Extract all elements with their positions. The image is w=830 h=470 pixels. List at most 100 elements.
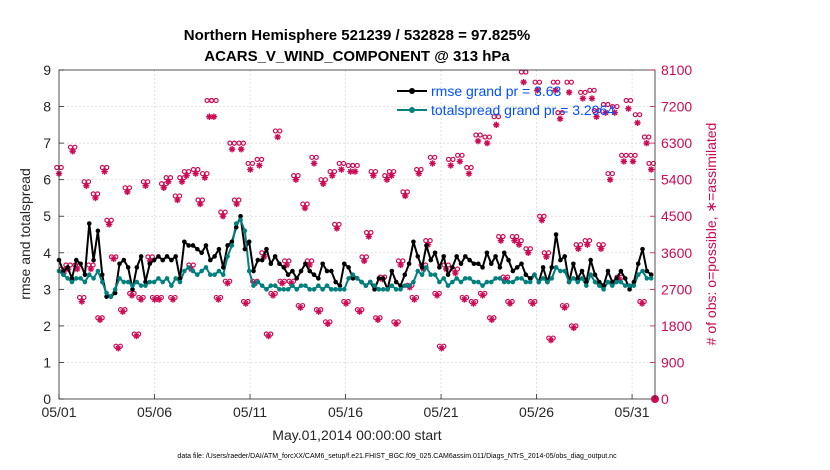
y-left-tick-label: 6 <box>43 172 51 188</box>
rmse-point <box>506 257 511 263</box>
obs-assimilated-point <box>320 180 327 187</box>
x-tick-label: 05/31 <box>615 404 650 420</box>
rmse-point <box>523 272 529 278</box>
totalspread-point <box>545 279 550 285</box>
totalspread-point <box>272 283 278 288</box>
totalspread-point <box>104 290 109 296</box>
obs-assimilated-point <box>137 296 145 303</box>
rmse-point <box>251 268 256 274</box>
rmse-point <box>497 265 503 270</box>
data-file-footer: data file: /Users/raeder/DAI/ATM_forcXX/… <box>177 453 617 460</box>
totalspread-point <box>571 276 576 281</box>
y-right-tick-label: 900 <box>661 354 685 370</box>
chart-title: Northern Hemisphere 521239 / 532828 = 97… <box>184 27 530 44</box>
obs-assimilated-point <box>524 249 532 256</box>
rmse-point <box>562 254 568 259</box>
totalspread-point <box>246 268 252 274</box>
obs-possible-point <box>628 97 634 104</box>
rmse-point <box>501 250 507 256</box>
obs-possible-point <box>213 97 219 104</box>
rmse-point <box>91 257 96 263</box>
totalspread-point <box>445 283 451 288</box>
rmse-point <box>402 272 408 278</box>
rmse-point <box>527 276 533 281</box>
rmse-point <box>380 276 386 281</box>
totalspread-point <box>95 268 101 274</box>
rmse-point <box>173 254 179 259</box>
obs-assimilated-point <box>124 188 131 196</box>
rmse-point <box>95 228 101 234</box>
rmse-point <box>389 268 395 274</box>
totalspread-point <box>333 287 338 292</box>
obs-possible-point <box>555 79 561 85</box>
rmse-point <box>130 287 135 292</box>
obs-assimilated-point <box>78 298 85 305</box>
obs-assimilated-point <box>470 300 477 307</box>
rmse-point <box>644 268 650 274</box>
obs-possible-point <box>646 134 652 140</box>
rmse-point <box>514 265 520 270</box>
rmse-point <box>488 261 494 267</box>
gridlines <box>58 70 655 399</box>
obs-assimilated-point <box>306 261 313 269</box>
rmse-point <box>294 276 300 281</box>
obs-assimilated-point <box>342 300 350 307</box>
totalspread-point <box>519 276 524 281</box>
obs-possible-point <box>623 152 629 158</box>
totalspread-point <box>501 279 507 285</box>
totalspread-point <box>177 279 183 285</box>
rmse-point <box>82 272 88 278</box>
totalspread-point <box>73 276 79 281</box>
totalspread-point <box>225 254 230 259</box>
obs-assimilated-point <box>429 160 436 167</box>
obs-assimilated-point <box>397 261 404 269</box>
obs-assimilated-point <box>625 105 632 112</box>
totalspread-point <box>307 287 313 292</box>
rmse-point <box>571 261 576 267</box>
y-right-tick-label: 8100 <box>661 62 692 78</box>
obs-assimilated-point <box>588 95 596 102</box>
totalspread-point <box>441 276 447 281</box>
obs-count-markers <box>54 69 659 403</box>
rmse-point <box>424 243 429 248</box>
obs-assimilated-point <box>438 345 445 352</box>
totalspread-point <box>510 279 516 285</box>
obs-assimilated-point <box>292 176 300 183</box>
obs-assimilated-point <box>115 345 122 352</box>
obs-assimilated-point <box>534 87 541 94</box>
totalspread-point <box>640 268 645 274</box>
totalspread-point <box>182 268 187 274</box>
rmse-point <box>558 257 563 263</box>
totalspread-point <box>424 265 429 270</box>
rmse-point <box>635 261 641 267</box>
obs-assimilated-point <box>87 265 95 273</box>
obs-assimilated-point <box>279 280 286 287</box>
obs-possible-point <box>596 108 602 114</box>
obs-assimilated-point <box>374 316 382 323</box>
obs-assimilated-point <box>269 292 277 299</box>
obs-assimilated-point <box>415 170 423 177</box>
rmse-point <box>484 250 490 256</box>
rmse-point <box>588 257 593 263</box>
totalspread-point <box>579 276 585 281</box>
obs-assimilated-point <box>151 296 158 303</box>
plot-frame <box>58 69 656 400</box>
rmse-point <box>220 265 226 270</box>
obs-possible-point <box>231 140 237 146</box>
x-tick-label: 05/01 <box>41 404 76 420</box>
rmse-point <box>592 272 598 278</box>
rmse-point <box>441 254 447 259</box>
obs-possible-point <box>477 132 483 138</box>
rmse-point <box>350 276 356 281</box>
totalspread-point <box>622 283 628 288</box>
totalspread-point <box>78 276 83 281</box>
obs-possible-point <box>559 110 565 116</box>
rmse-point <box>393 279 399 285</box>
obs-possible-point <box>468 164 474 171</box>
obs-assimilated-point <box>515 241 523 248</box>
rmse-point <box>212 254 217 259</box>
totalspread-point <box>233 221 239 226</box>
obs-assimilated-point <box>297 304 304 311</box>
totalspread-point <box>91 276 96 281</box>
